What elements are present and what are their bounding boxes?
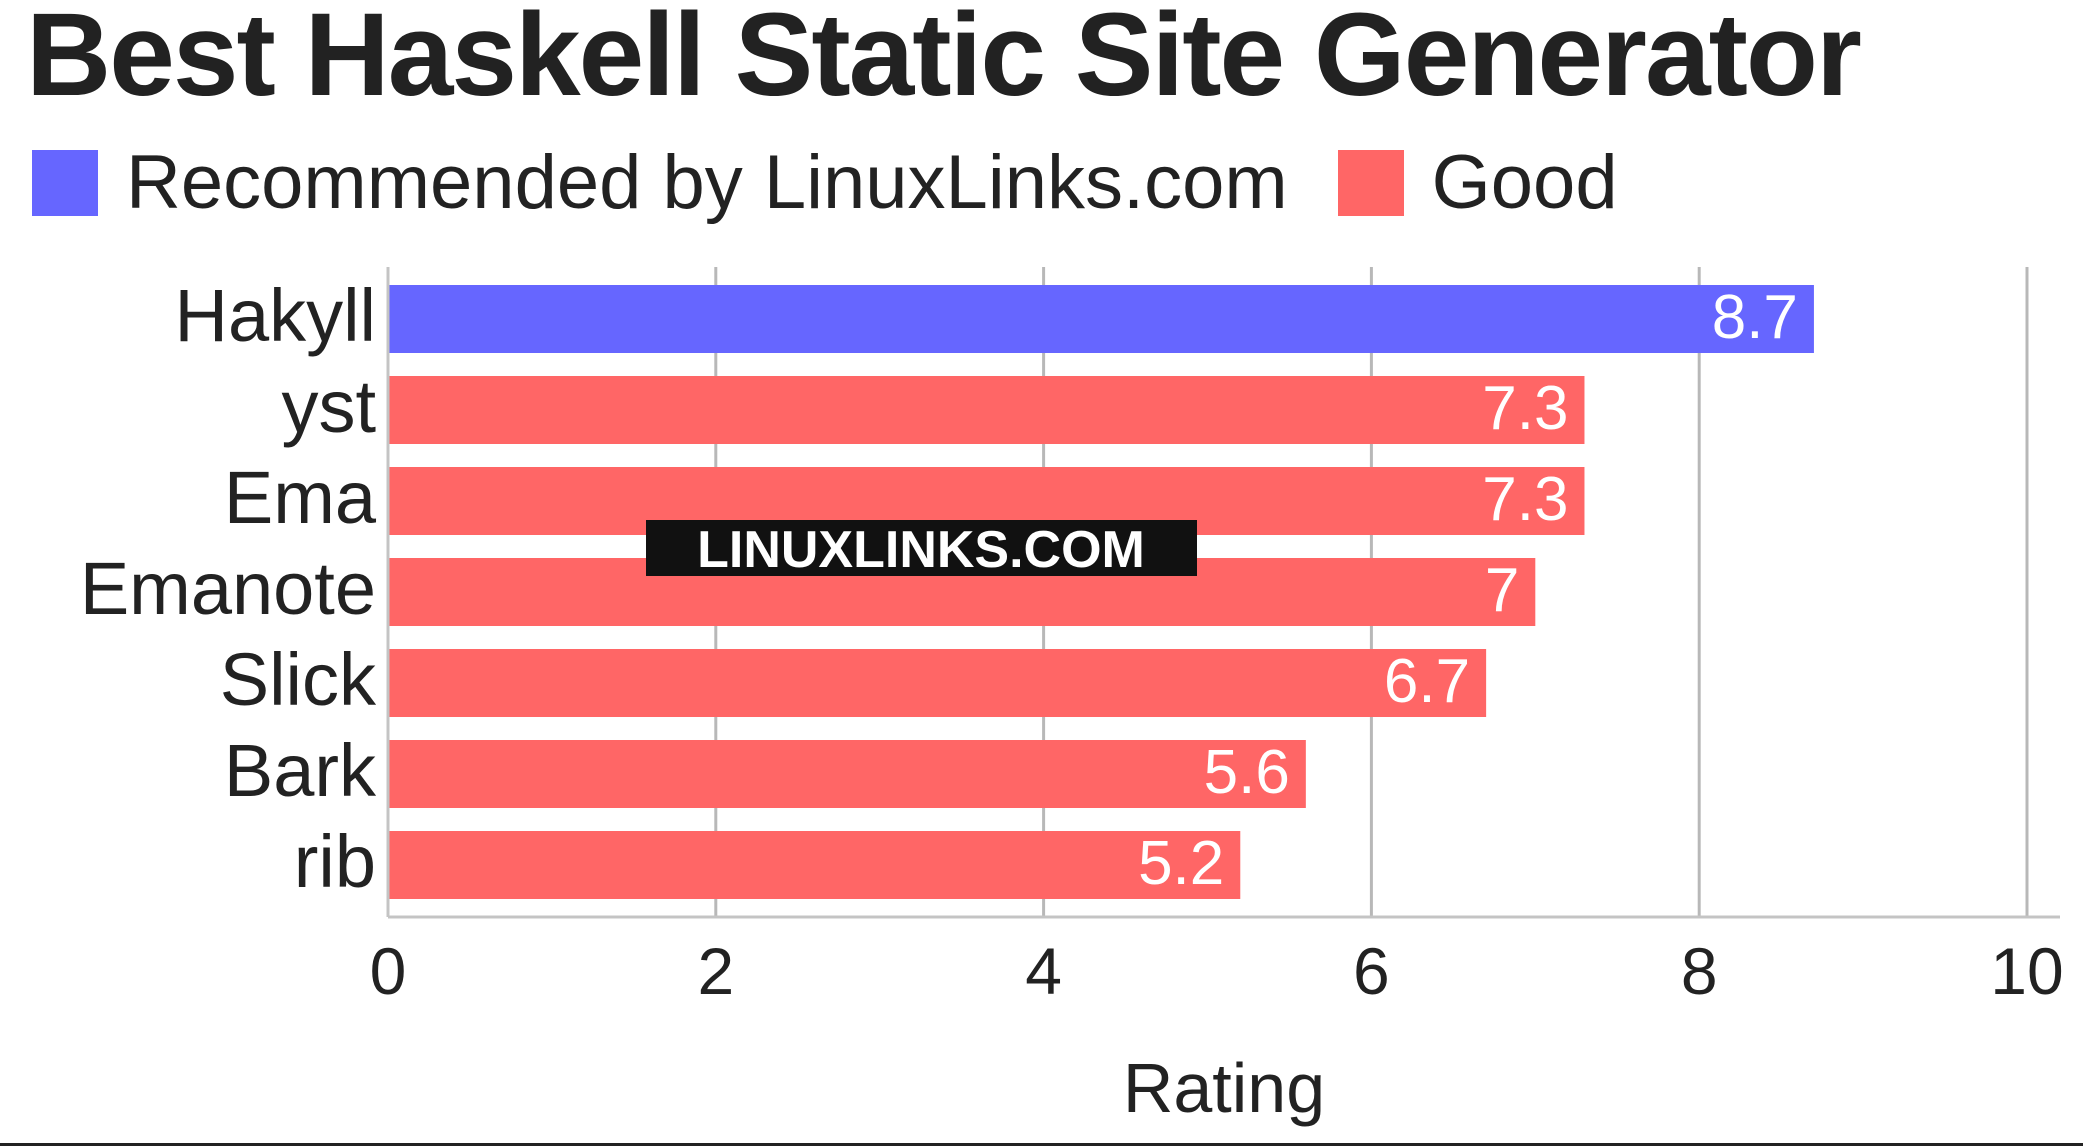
value-label: 7 (1485, 556, 1519, 625)
category-label: Slick (220, 638, 377, 721)
legend-item-good: Good (1337, 140, 1618, 225)
legend-swatch-recommended (32, 150, 98, 216)
legend-label-good: Good (1431, 140, 1618, 225)
category-label: rib (294, 820, 376, 903)
x-tick-label: 0 (370, 934, 407, 1008)
watermark: LINUXLINKS.COM (646, 520, 1197, 579)
bar-bark (388, 740, 1306, 808)
value-labels: 8.7 7.3 7.3 76.7 5.6 5.2 (1138, 283, 1798, 898)
x-tick-label: 8 (1681, 934, 1718, 1008)
bar-slick (388, 649, 1487, 717)
bar-hakyll (388, 285, 1814, 353)
x-tick-label: 6 (1353, 934, 1390, 1008)
watermark-text: LINUXLINKS.COM (697, 521, 1145, 579)
value-label: 7.3 (1482, 465, 1568, 534)
bar-yst (388, 376, 1585, 444)
legend-label-recommended: Recommended by LinuxLinks.com (126, 140, 1288, 225)
legend-item-recommended: Recommended by LinuxLinks.com (32, 145, 1288, 221)
legend: Recommended by LinuxLinks.com Good (32, 140, 1668, 225)
bars (388, 285, 1814, 899)
x-tick-label: 2 (697, 934, 734, 1008)
bottom-rule (0, 1143, 2083, 1146)
x-tick-label: 10 (1990, 934, 2063, 1008)
value-label: 5.2 (1138, 829, 1224, 898)
category-label: Hakyll (175, 274, 376, 357)
bar-rib (388, 831, 1241, 899)
value-label: 5.6 (1204, 738, 1290, 807)
category-label: Bark (224, 729, 377, 812)
category-label: Emanote (80, 547, 376, 630)
category-label: yst (281, 365, 376, 448)
x-axis: 0 2 4 6 8 10 Rating (370, 267, 2064, 1127)
value-label: 6.7 (1384, 647, 1470, 716)
watermark-background (646, 520, 1197, 576)
category-label: Ema (224, 456, 377, 539)
x-axis-title: Rating (1123, 1049, 1325, 1127)
chart-title: Best Haskell Static Site Generator (26, 0, 1862, 121)
legend-swatch-good (1337, 150, 1404, 216)
value-label: 8.7 (1712, 283, 1798, 352)
value-label: 7.3 (1482, 374, 1568, 443)
x-tick-label: 4 (1025, 934, 1062, 1008)
